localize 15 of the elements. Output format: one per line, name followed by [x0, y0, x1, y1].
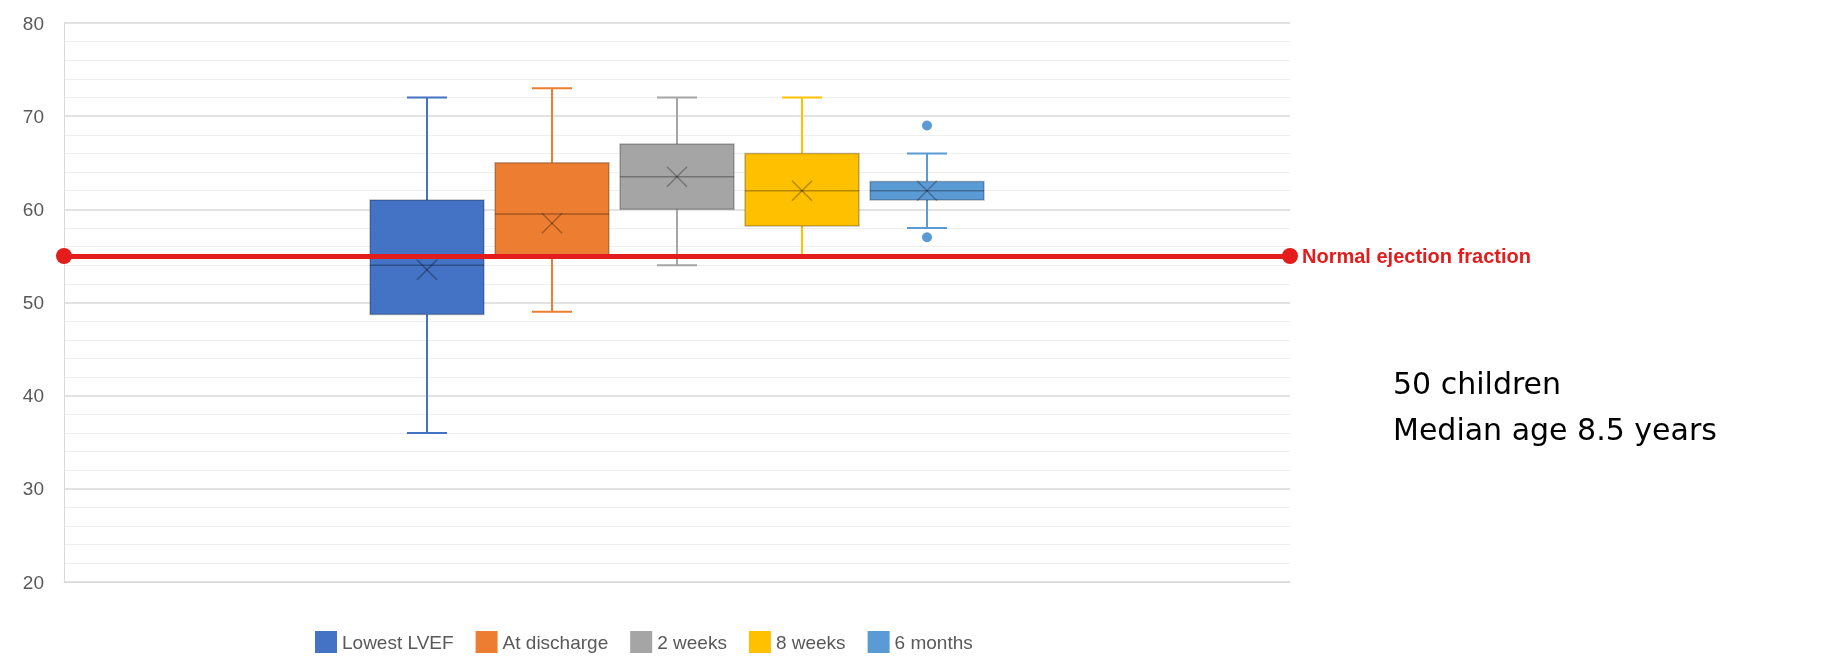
y-tick-label: 30 [22, 478, 44, 500]
y-tick-label: 40 [22, 385, 44, 407]
y-tick-label: 20 [22, 571, 44, 593]
legend-label: 8 weeks [775, 631, 846, 653]
text: Median age 8.5 years [1393, 411, 1717, 447]
y-tick-label: 60 [22, 198, 44, 220]
legend-label: 2 weeks [657, 631, 727, 653]
legend-label: Lowest LVEF [342, 631, 454, 653]
y-tick-label: 50 [22, 292, 44, 313]
legend-label: 6 months [894, 631, 973, 653]
legend-label: At discharge [502, 631, 609, 653]
text: 50 children [1393, 365, 1562, 401]
ref-line-label: Normal ejection fraction [1302, 244, 1531, 267]
y-tick-label: 80 [22, 12, 44, 34]
y-tick-label: 70 [22, 105, 44, 127]
